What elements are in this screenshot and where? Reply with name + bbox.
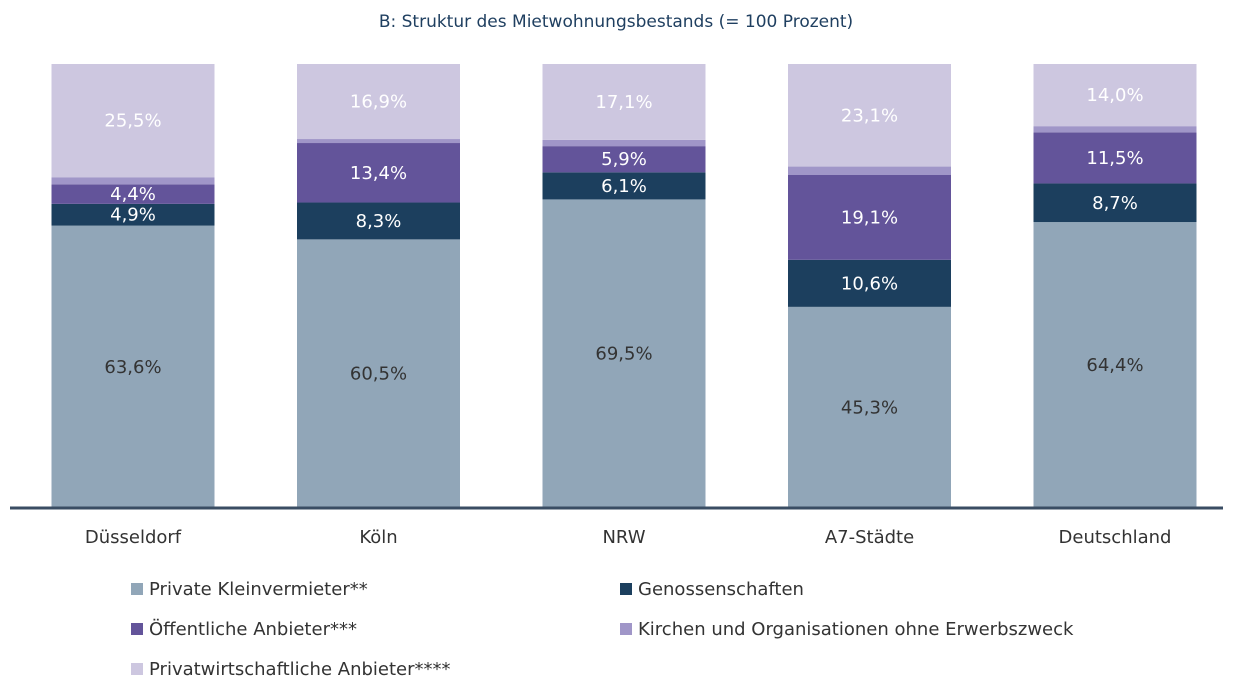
bar-segment <box>297 239 460 508</box>
bar-segment <box>1033 126 1197 133</box>
data-label: 17,1% <box>595 92 652 113</box>
x-tick-label: Düsseldorf <box>85 527 182 548</box>
legend-swatch <box>131 663 143 675</box>
bar-segment <box>51 177 215 185</box>
legend-swatch <box>620 583 632 595</box>
bar-segment <box>1033 132 1197 184</box>
x-tick-label: Köln <box>359 527 397 548</box>
bar-segment <box>542 172 706 200</box>
data-label: 19,1% <box>841 207 898 228</box>
bar-segment <box>51 203 215 226</box>
bar-segment <box>297 202 460 240</box>
data-label: 16,9% <box>350 92 407 113</box>
legend-swatch <box>131 623 143 635</box>
bar-segment <box>51 184 215 204</box>
legend-swatch <box>620 623 632 635</box>
x-tick-label: A7-Städte <box>825 527 914 548</box>
legend-label: Privatwirtschaftliche Anbieter**** <box>149 659 451 680</box>
bar-segment <box>542 199 706 509</box>
data-label: 60,5% <box>350 364 407 385</box>
data-label: 23,1% <box>841 105 898 126</box>
data-label: 5,9% <box>601 149 647 170</box>
legend-label: Kirchen und Organisationen ohne Erwerbsz… <box>638 619 1074 640</box>
bar-segment <box>1033 183 1197 223</box>
data-label: 4,4% <box>110 184 156 205</box>
bar-segment <box>297 143 460 203</box>
bar-segment <box>788 64 951 167</box>
bar-segment <box>297 139 460 144</box>
chart-title: B: Struktur des Mietwohnungsbestands (= … <box>379 12 853 32</box>
bar-segment <box>788 166 951 175</box>
bar-segment <box>788 175 951 260</box>
legend-label: Private Kleinvermieter** <box>149 579 368 600</box>
data-label: 6,1% <box>601 176 647 197</box>
data-label: 14,0% <box>1086 85 1143 106</box>
legend-label: Genossenschaften <box>638 579 804 600</box>
data-label: 8,7% <box>1092 193 1138 214</box>
bar-segment <box>542 146 706 173</box>
bar-segment <box>1033 222 1197 508</box>
data-label: 11,5% <box>1086 148 1143 169</box>
bar-segment <box>1033 64 1197 127</box>
legend-swatch <box>131 583 143 595</box>
bar-segment <box>297 64 460 140</box>
data-label: 69,5% <box>595 344 652 365</box>
data-label: 8,3% <box>356 211 402 232</box>
bar-segment <box>542 139 706 147</box>
x-tick-label: Deutschland <box>1059 527 1172 548</box>
data-label: 10,6% <box>841 273 898 294</box>
data-label: 64,4% <box>1086 355 1143 376</box>
data-label: 63,6% <box>104 357 161 378</box>
bar-segment <box>788 259 951 307</box>
bar-segment <box>542 64 706 140</box>
x-tick-label: NRW <box>602 527 645 548</box>
data-label: 4,9% <box>110 205 156 226</box>
bar-segment <box>788 306 951 508</box>
data-label: 25,5% <box>104 111 161 132</box>
legend-label: Öffentliche Anbieter*** <box>149 618 357 640</box>
bar-segment <box>51 225 215 508</box>
data-label: 45,3% <box>841 397 898 418</box>
bar-segment <box>51 64 215 178</box>
data-label: 13,4% <box>350 163 407 184</box>
